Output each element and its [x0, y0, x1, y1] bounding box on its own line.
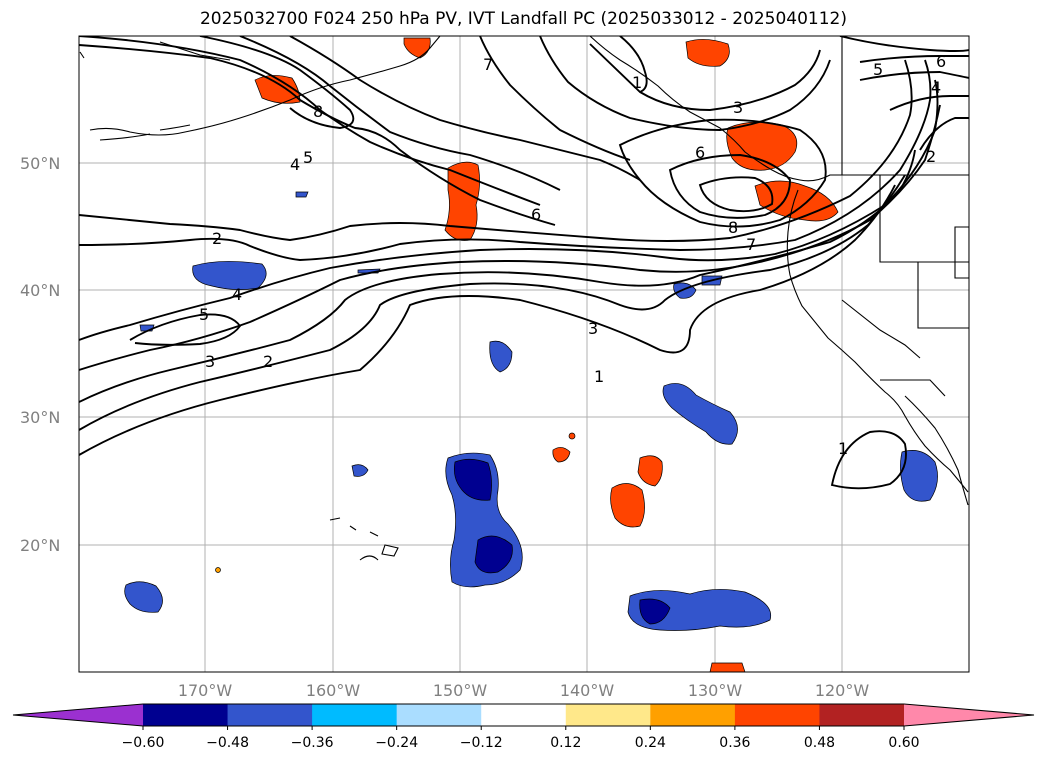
lon-label-160w: 160°W — [306, 681, 361, 700]
colorbar-tick-label: 0.60 — [888, 735, 919, 751]
colorbar-segment — [312, 704, 398, 726]
colorbar-tick-label: −0.24 — [375, 735, 418, 751]
contour-label: 2 — [263, 352, 273, 371]
lat-label-50: 50°N — [20, 154, 60, 173]
contour-label: 6 — [695, 143, 705, 162]
lon-label-170w: 170°W — [178, 681, 233, 700]
colorbar-tick-label: −0.12 — [460, 735, 503, 751]
contour-label: 3 — [733, 98, 743, 117]
latitude-labels: 50°N 40°N 30°N 20°N — [20, 154, 60, 555]
colorbar-segment — [565, 704, 651, 726]
contour-label: 2 — [212, 229, 222, 248]
colorbar-segment — [143, 704, 229, 726]
contour-label: 8 — [728, 218, 738, 237]
contour-label: 5 — [303, 148, 313, 167]
colorbar-segment — [734, 704, 820, 726]
contour-label: 1 — [632, 73, 642, 92]
contour-label: 8 — [313, 102, 323, 121]
lon-label-130w: 130°W — [688, 681, 743, 700]
contour-label: 7 — [746, 235, 756, 254]
contour-label: 6 — [936, 52, 946, 71]
colorbar-tick-label: 0.12 — [550, 735, 581, 751]
colorbar-ticks: −0.60 −0.48 −0.36 −0.24 −0.12 0.12 0.24 0.36 0.4… — [122, 726, 920, 751]
contour-label: 4 — [290, 155, 300, 174]
colorbar-tick-label: 0.24 — [635, 735, 666, 751]
contour-label: 7 — [483, 55, 493, 74]
lat-label-20: 20°N — [20, 536, 60, 555]
contour-label: 1 — [838, 439, 848, 458]
colorbar-segment — [650, 704, 736, 726]
contour-label: 1 — [594, 367, 604, 386]
contour-label: 4 — [931, 78, 941, 97]
colorbar-tick-label: 0.36 — [719, 735, 750, 751]
contour-label: 6 — [531, 205, 541, 224]
colorbar — [12, 703, 1035, 727]
negative-pv-anomalies — [124, 191, 938, 631]
colorbar-extend-high — [904, 704, 1034, 726]
contour-label: 4 — [232, 285, 242, 304]
lon-label-120w: 120°W — [815, 681, 870, 700]
longitude-labels: 170°W 160°W 150°W 140°W 130°W 120°W — [178, 681, 870, 700]
coastlines — [79, 36, 969, 561]
lat-label-40: 40°N — [20, 281, 60, 300]
colorbar-segment — [819, 704, 905, 726]
colorbar-segment — [227, 704, 313, 726]
contour-labels: 8 5 4 7 2 4 5 3 2 1 6 3 6 8 7 5 4 2 1 3 … — [199, 52, 946, 458]
lon-label-140w: 140°W — [560, 681, 615, 700]
contour-label: 5 — [873, 60, 883, 79]
colorbar-tick-label: −0.48 — [206, 735, 249, 751]
contour-label: 2 — [926, 147, 936, 166]
colorbar-tick-label: −0.60 — [122, 735, 165, 751]
colorbar-tick-label: −0.36 — [291, 735, 334, 751]
colorbar-tick-label: 0.48 — [804, 735, 835, 751]
map-title: 2025032700 F024 250 hPa PV, IVT Landfall… — [199, 9, 847, 29]
colorbar-extend-low — [13, 704, 143, 726]
contour-label: 3 — [205, 352, 215, 371]
map-area — [79, 36, 969, 672]
contour-label: 5 — [199, 305, 209, 324]
lon-label-150w: 150°W — [433, 681, 488, 700]
map-border — [78, 35, 970, 673]
lat-label-30: 30°N — [20, 408, 60, 427]
pv-contours — [79, 36, 969, 490]
contour-label: 3 — [588, 319, 598, 338]
colorbar-segment — [396, 704, 482, 726]
colorbar-segment — [481, 704, 567, 726]
